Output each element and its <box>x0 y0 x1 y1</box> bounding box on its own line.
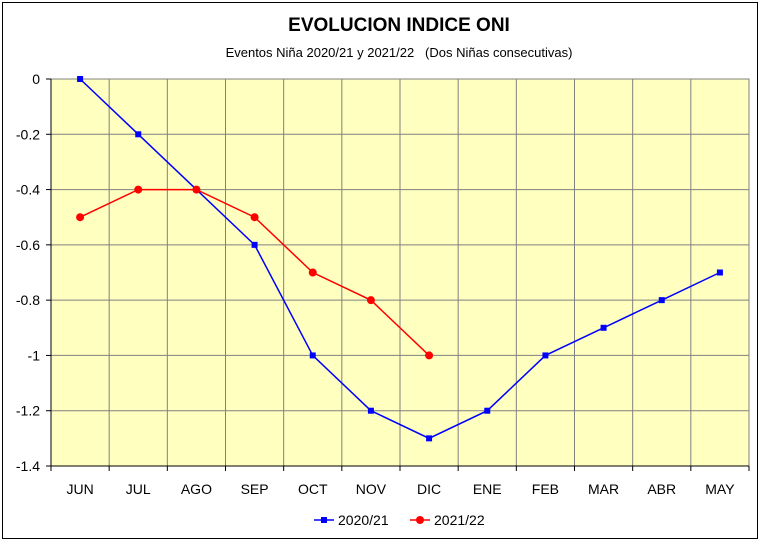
x-tick-label: FEB <box>532 481 559 497</box>
y-tick-label: 0 <box>32 71 40 87</box>
x-tick-label: ABR <box>647 481 676 497</box>
legend-item: 2020/21 <box>314 512 389 528</box>
data-point <box>251 241 258 248</box>
data-point <box>135 131 142 138</box>
data-point <box>250 213 259 222</box>
data-point <box>134 185 143 194</box>
data-point <box>309 352 316 359</box>
x-tick-label: OCT <box>298 481 328 497</box>
x-tick-label: DIC <box>417 481 441 497</box>
x-tick-label: MAR <box>588 481 619 497</box>
legend-marker <box>416 516 424 524</box>
data-point <box>308 268 317 277</box>
y-tick-label: -0.8 <box>16 292 40 308</box>
data-point <box>426 435 433 442</box>
x-tick-label: MAY <box>705 481 735 497</box>
data-point <box>716 269 723 276</box>
series-2021-22 <box>76 185 434 360</box>
legend-label: 2020/21 <box>338 512 389 528</box>
data-point <box>366 296 375 305</box>
legend-label: 2021/22 <box>434 512 485 528</box>
data-point <box>658 297 665 304</box>
series-layer <box>76 76 723 442</box>
x-tick-label: ENE <box>473 481 502 497</box>
data-point <box>367 407 374 414</box>
y-axis: 0 -0.2 -0.4 -0.6 -0.8 -1 -1.2 -1.4 <box>16 71 52 474</box>
legend-item: 2021/22 <box>410 512 485 528</box>
x-tick-label: SEP <box>241 481 269 497</box>
data-point <box>484 407 491 414</box>
y-tick-label: -1 <box>28 347 41 363</box>
y-tick-label: -1.4 <box>16 458 40 474</box>
x-axis: JUN JUL AGO SEP OCT NOV DIC ENE FEB MAR ABR MAY <box>50 465 750 497</box>
x-tick-label: NOV <box>356 481 387 497</box>
data-point <box>76 213 85 222</box>
data-point <box>542 352 549 359</box>
y-tick-label: -0.2 <box>16 126 40 142</box>
y-tick-label: -0.6 <box>16 237 40 253</box>
y-tick-label: -1.2 <box>16 403 40 419</box>
data-point <box>600 324 607 331</box>
chart-subtitle: Eventos Niña 2020/21 y 2021/22 (Dos Niña… <box>226 45 573 60</box>
data-point <box>425 351 434 360</box>
data-point <box>192 185 201 194</box>
y-tick-label: -0.4 <box>16 182 40 198</box>
grid-layer <box>51 78 749 467</box>
x-tick-label: JUL <box>126 481 151 497</box>
legend-marker <box>321 517 327 523</box>
data-point <box>77 76 84 82</box>
legend: 2020/21 2021/22 <box>314 512 485 528</box>
series-line <box>79 78 721 440</box>
x-tick-label: JUN <box>66 481 93 497</box>
chart-title: EVOLUCION INDICE ONI <box>288 15 510 36</box>
x-tick-label: AGO <box>181 481 212 497</box>
